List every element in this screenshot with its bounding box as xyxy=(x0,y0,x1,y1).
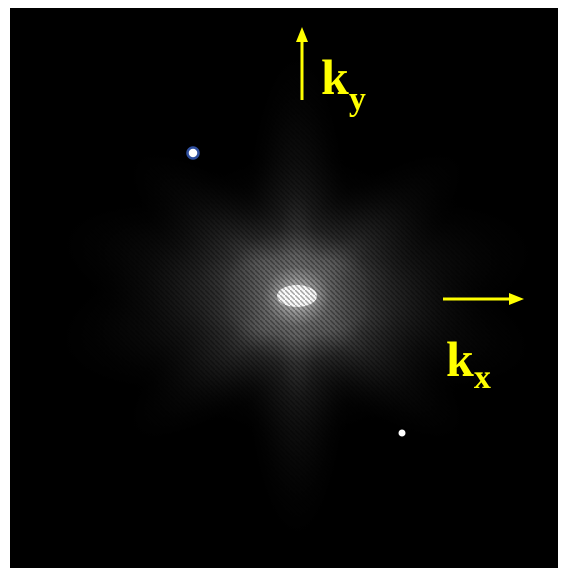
ky-subscript: y xyxy=(349,81,366,118)
marker-circle xyxy=(188,148,199,159)
kspace-image: ky kx xyxy=(0,0,569,577)
kx-subscript: x xyxy=(474,359,491,396)
kx-base: k xyxy=(446,331,474,387)
spectrum xyxy=(24,36,569,556)
ky-base: k xyxy=(321,49,349,105)
marker-dot xyxy=(399,430,406,437)
page: ky kx (() => { const data = JSON.parse(d… xyxy=(0,0,569,577)
